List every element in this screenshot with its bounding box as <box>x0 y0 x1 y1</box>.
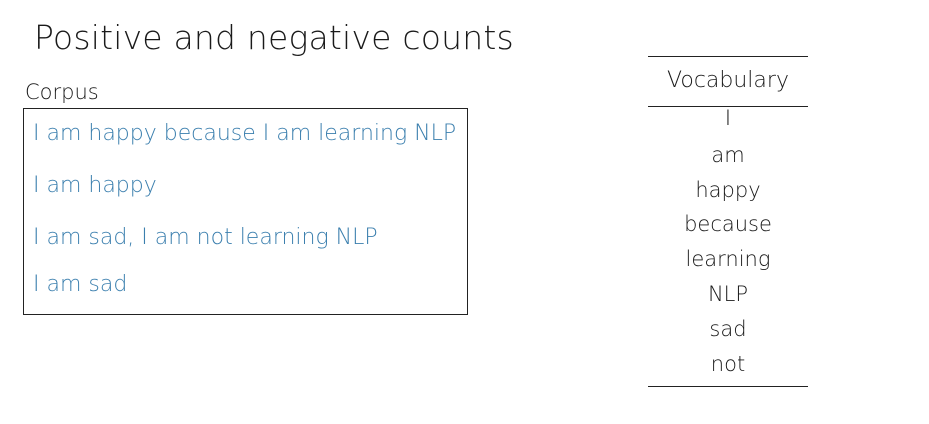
vocabulary-word: happy <box>695 178 761 202</box>
vocabulary-bottom-rule <box>648 386 808 387</box>
vocabulary-word: NLP <box>707 282 749 306</box>
corpus-line: I am happy <box>33 173 157 198</box>
corpus-line: I am sad <box>33 272 128 297</box>
vocabulary-word: sad <box>709 317 747 341</box>
vocabulary-header: Vocabulary <box>667 68 789 93</box>
corpus-line: I am sad, I am not learning NLP <box>33 225 378 250</box>
slide-title: Positive and negative counts <box>34 18 514 57</box>
vocabulary-word: learning <box>685 247 771 271</box>
corpus-label: Corpus <box>25 80 99 104</box>
vocabulary-header-rule <box>648 106 808 107</box>
vocabulary-word: not <box>710 352 746 376</box>
vocabulary-top-rule <box>648 56 808 57</box>
vocabulary-word: because <box>684 212 772 236</box>
corpus-line: I am happy because I am learning NLP <box>33 121 457 146</box>
vocabulary-table: Vocabulary I am happy because learning N… <box>648 56 808 387</box>
vocabulary-word: am <box>711 143 745 167</box>
corpus-box: I am happy because I am learning NLP I a… <box>23 108 468 315</box>
vocabulary-word: I <box>724 106 732 130</box>
